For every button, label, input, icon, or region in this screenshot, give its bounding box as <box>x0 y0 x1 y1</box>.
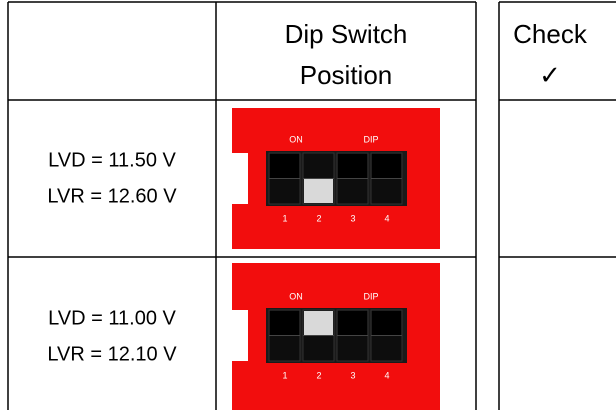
check-mark: ✓ <box>539 60 561 90</box>
switch-key <box>304 179 333 203</box>
switch-number: 2 <box>316 213 321 223</box>
dip-on-label: ON <box>289 134 303 144</box>
row-label: LVD = 11.50 V <box>48 149 176 171</box>
switch-key <box>372 154 401 178</box>
switch-number: 4 <box>384 370 389 380</box>
switch-number: 3 <box>350 213 355 223</box>
switch-number: 4 <box>384 213 389 223</box>
switch-number: 2 <box>316 370 321 380</box>
row-label: LVR = 12.60 V <box>47 185 177 207</box>
switch-number: 3 <box>350 370 355 380</box>
dip-label: DIP <box>363 291 378 301</box>
switch-key <box>304 311 333 335</box>
switch-key <box>372 311 401 335</box>
header-text: Position <box>300 60 393 90</box>
header-text: Dip Switch <box>285 19 408 49</box>
dip-label: DIP <box>363 134 378 144</box>
dip-on-label: ON <box>289 291 303 301</box>
switch-key <box>338 311 367 335</box>
row-label: LVD = 11.00 V <box>48 307 176 329</box>
switch-number: 1 <box>282 370 287 380</box>
switch-key <box>270 311 299 335</box>
row-label: LVR = 12.10 V <box>47 343 177 365</box>
switch-number: 1 <box>282 213 287 223</box>
dip-notch <box>232 153 248 204</box>
switch-key <box>270 154 299 178</box>
switch-key <box>338 154 367 178</box>
header-text: Check <box>513 19 588 49</box>
dip-notch <box>232 310 248 361</box>
